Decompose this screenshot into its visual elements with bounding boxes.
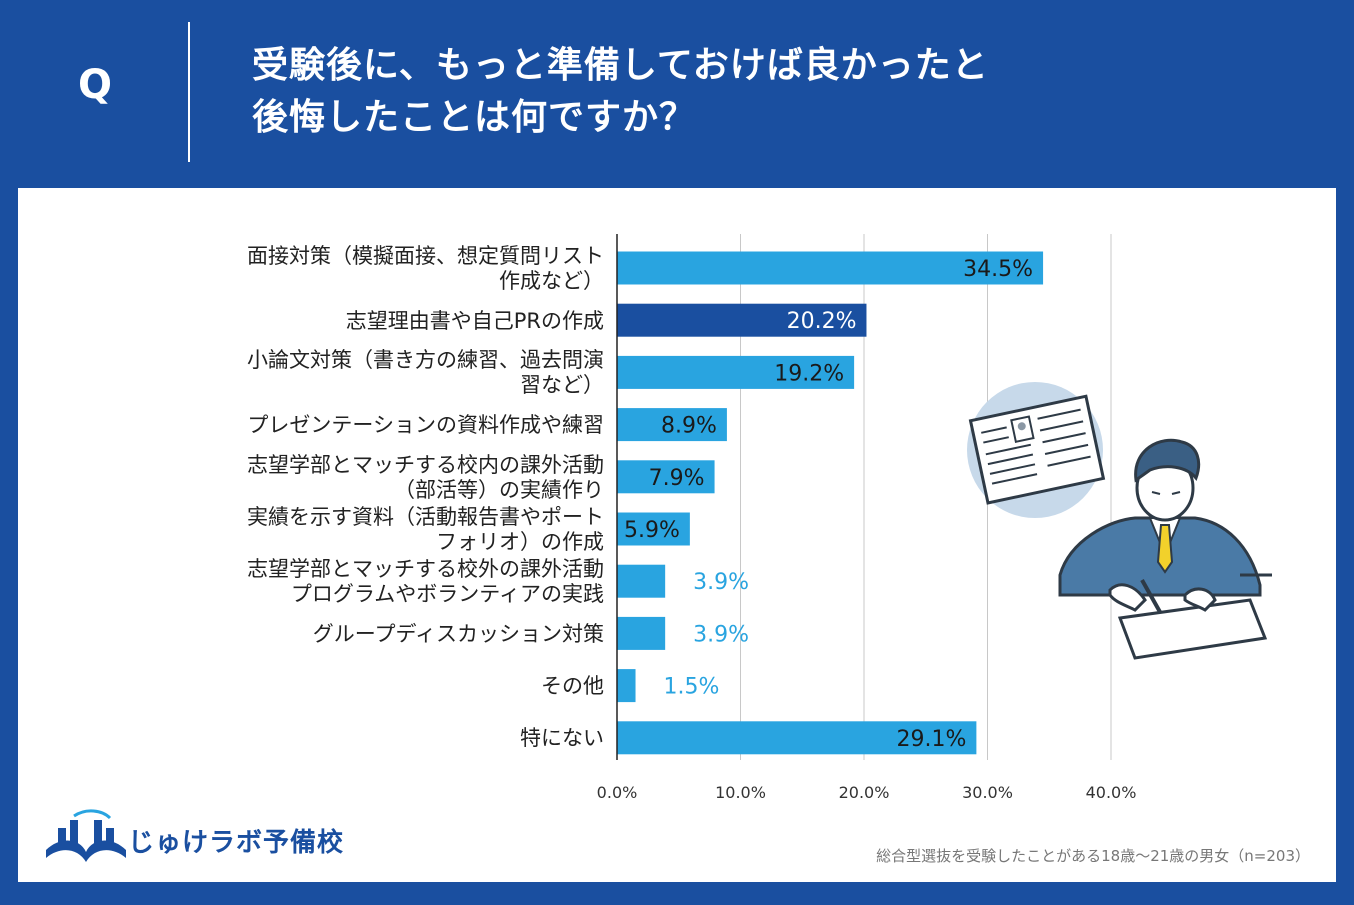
bar (617, 251, 1044, 285)
bar-value-label: 5.9% (624, 518, 680, 543)
category-label: 志望理由書や自己PRの作成 (144, 309, 604, 334)
bar-value-label: 7.9% (649, 466, 705, 491)
question-title: 受験後に、もっと準備しておけば良かったと 後悔したことは何ですか？ (252, 40, 1252, 144)
category-label: プレゼンテーションの資料作成や練習 (144, 413, 604, 438)
category-label: その他 (144, 674, 604, 699)
book-logo-icon (46, 809, 126, 862)
question-line-2: 後悔したことは何ですか？ (252, 97, 697, 138)
bar (617, 564, 666, 598)
category-label: 実績を示す資料（活動報告書やポート フォリオ）の作成 (144, 505, 604, 555)
bar-value-label: 3.9% (693, 622, 749, 647)
category-label: 小論文対策（書き方の練習、過去問演 習など） (144, 348, 604, 398)
bar-value-label: 8.9% (661, 414, 717, 439)
category-label-line: プログラムやボランティアの実践 (290, 582, 604, 607)
bar (617, 616, 666, 650)
bar (617, 512, 690, 546)
x-tick-label: 40.0% (1086, 783, 1137, 802)
category-label: 志望学部とマッチする校内の課外活動 （部活等）の実績作り (144, 453, 604, 503)
category-label-line: 志望学部とマッチする校内の課外活動 (247, 452, 604, 477)
category-label-line: その他 (541, 674, 604, 699)
bar-value-label: 19.2% (774, 361, 844, 386)
category-label-line: フォリオ）の作成 (436, 530, 604, 554)
sample-note: 総合型選抜を受験したことがある18歳～21歳の男女（n=203） (876, 847, 1310, 865)
category-label-line: 志望学部とマッチする校外の課外活動 (247, 557, 604, 582)
x-tick-label: 0.0% (597, 783, 638, 802)
category-label-line: 実績を示す資料（活動報告書やポート (247, 505, 604, 529)
bar (617, 355, 855, 389)
illustration (960, 380, 1280, 664)
bar-value-label: 3.9% (693, 570, 749, 595)
category-label-line: 特にない (520, 726, 604, 751)
bar-value-label: 20.2% (787, 309, 857, 334)
logo-text: じゅけラボ予備校 (128, 828, 345, 858)
header-divider (188, 22, 190, 162)
category-label: 面接対策（模擬面接、想定質問リスト 作成など） (144, 244, 604, 294)
student-writing-icon (967, 382, 1272, 660)
category-label-line: （部活等）の実績作り (394, 477, 604, 502)
bar-value-label: 34.5% (963, 257, 1033, 282)
q-letter: Q (78, 62, 113, 108)
category-label: 志望学部とマッチする校外の課外活動 プログラムやボランティアの実践 (144, 557, 604, 607)
x-tick-label: 30.0% (962, 783, 1013, 802)
logo (40, 806, 370, 868)
category-label-line: 面接対策（模擬面接、想定質問リスト (247, 244, 604, 268)
question-line-1: 受験後に、もっと準備しておけば良かったと (252, 45, 989, 86)
bar-value-label: 29.1% (896, 727, 966, 752)
category-label-line: プレゼンテーションの資料作成や練習 (247, 413, 604, 438)
bar (617, 669, 636, 703)
bar (617, 303, 867, 337)
category-label: グループディスカッション対策 (144, 622, 604, 647)
x-tick-label: 20.0% (839, 783, 890, 802)
category-label: 特にない (144, 726, 604, 751)
category-label-line: 志望理由書や自己PRの作成 (345, 308, 604, 333)
bar-value-label: 1.5% (664, 675, 720, 700)
x-tick-label: 10.0% (715, 783, 766, 802)
bar (617, 408, 727, 442)
category-label-line: 習など） (520, 373, 604, 398)
category-label-line: 小論文対策（書き方の練習、過去問演 (247, 348, 604, 373)
bar (617, 721, 977, 755)
bar (617, 460, 715, 494)
category-label-line: 作成など） (499, 269, 604, 293)
category-label-line: グループディスカッション対策 (312, 621, 604, 646)
